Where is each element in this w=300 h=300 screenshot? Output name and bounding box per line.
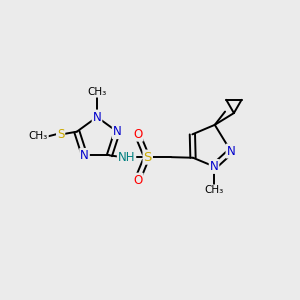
Text: O: O: [134, 174, 142, 187]
Text: N: N: [93, 110, 101, 124]
Text: N: N: [210, 160, 218, 173]
Text: CH₃: CH₃: [87, 87, 106, 97]
Text: N: N: [226, 145, 235, 158]
Text: S: S: [57, 128, 64, 140]
Text: NH: NH: [118, 151, 135, 164]
Text: O: O: [134, 128, 142, 141]
Text: CH₃: CH₃: [204, 185, 224, 195]
Text: S: S: [144, 151, 152, 164]
Text: N: N: [113, 125, 122, 138]
Text: CH₃: CH₃: [28, 131, 48, 141]
Text: N: N: [80, 149, 89, 162]
